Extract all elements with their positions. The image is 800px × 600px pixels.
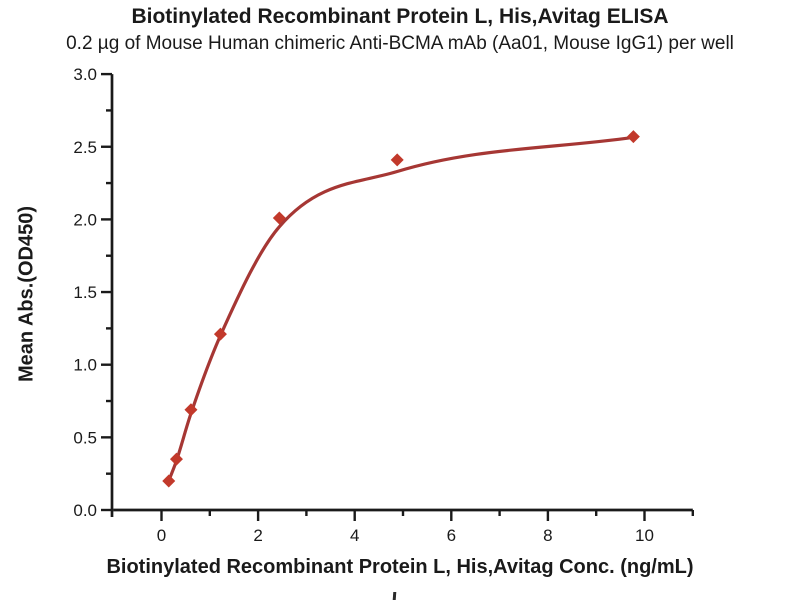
- y-tick-label: 1.5: [73, 283, 97, 302]
- y-tick-label: 2.0: [73, 210, 97, 229]
- data-point-marker: [184, 403, 198, 417]
- x-tick-label: 0: [157, 526, 166, 545]
- data-point-marker: [272, 211, 286, 225]
- data-point-marker: [213, 327, 227, 341]
- fit-curve: [167, 135, 635, 483]
- x-tick-label: 2: [253, 526, 262, 545]
- y-tick-label: 2.5: [73, 138, 97, 157]
- data-point-marker: [169, 452, 183, 466]
- data-point-marker: [162, 474, 176, 488]
- x-axis-title: Biotinylated Recombinant Protein L, His,…: [106, 556, 694, 578]
- y-tick-label: 1.0: [73, 356, 97, 375]
- y-tick-label: 0.0: [73, 501, 97, 520]
- x-tick-label: 4: [350, 526, 359, 545]
- x-tick-label: 6: [447, 526, 456, 545]
- y-tick-label: 0.5: [73, 428, 97, 447]
- x-tick-label: 8: [543, 526, 552, 545]
- y-axis-title: Mean Abs.(OD450): [15, 206, 38, 382]
- chart-title: Biotinylated Recombinant Protein L, His,…: [131, 5, 669, 28]
- x-tick-label: 10: [635, 526, 654, 545]
- cropped-text-fragment: [392, 592, 397, 600]
- chart-subtitle: 0.2 µg of Mouse Human chimeric Anti-BCMA…: [66, 33, 734, 54]
- data-point-marker: [626, 130, 640, 144]
- y-tick-label: 3.0: [73, 65, 97, 84]
- data-point-marker: [390, 153, 404, 167]
